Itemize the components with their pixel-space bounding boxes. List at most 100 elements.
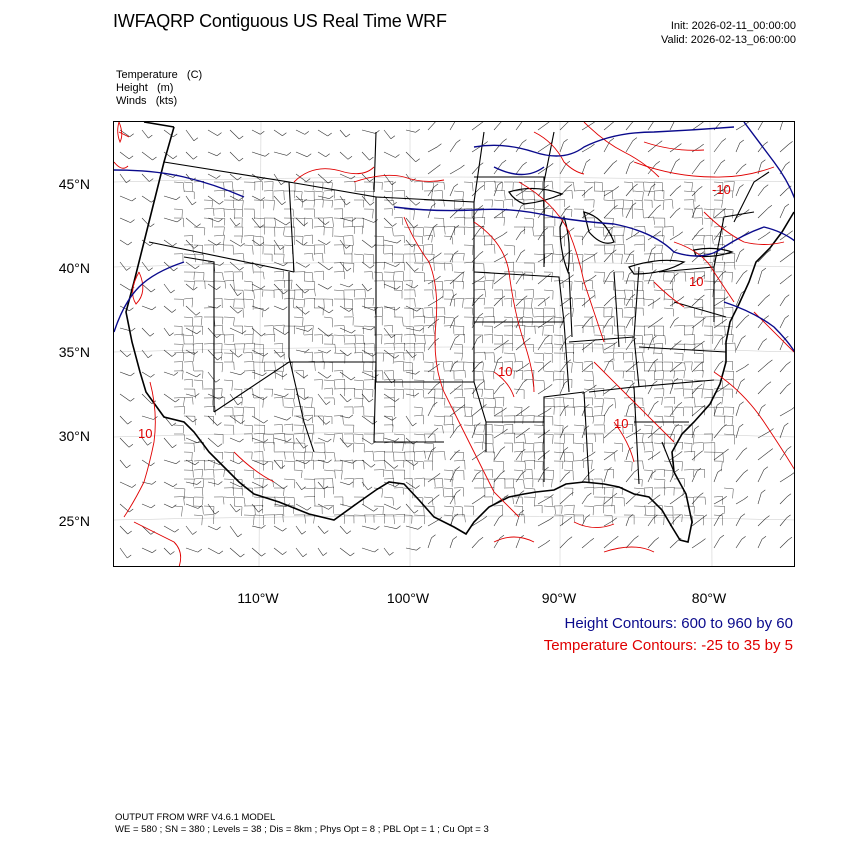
county-line [333, 460, 343, 471]
wind-barb-flag [476, 422, 481, 427]
wind-barb-flag [346, 530, 352, 535]
wind-barb-flag [547, 253, 553, 257]
county-line [633, 235, 645, 244]
wind-barb [163, 437, 173, 448]
wind-barb-flag [497, 356, 503, 361]
wind-barb-flag [694, 425, 699, 430]
county-line [593, 496, 605, 506]
county-line [383, 388, 395, 398]
county-line [723, 271, 733, 283]
wind-barb-flag [658, 317, 663, 321]
wind-barb [207, 547, 220, 555]
county-line [423, 226, 435, 238]
wind-barb-flag [303, 444, 308, 449]
wind-barb [493, 473, 502, 483]
wind-barb-flag [367, 486, 373, 491]
wind-barb [647, 186, 652, 197]
wind-barb [779, 539, 789, 549]
wind-barb [361, 503, 374, 512]
wind-barb [691, 386, 699, 395]
county-line [543, 217, 556, 227]
county-line [233, 487, 243, 496]
county-line [553, 451, 565, 462]
wind-barb-flag [592, 274, 597, 279]
county-line [513, 325, 526, 336]
wind-barb [515, 232, 522, 241]
county-line [583, 181, 595, 191]
wind-barb [647, 517, 654, 527]
county-line [504, 181, 514, 191]
wind-barb-flag [654, 400, 659, 405]
wind-barb-flag [218, 481, 223, 485]
wind-barb [779, 517, 787, 527]
county-line [614, 370, 624, 379]
county-line [343, 424, 355, 433]
wind-barb [207, 239, 217, 246]
county-line [333, 217, 345, 228]
county-line [333, 208, 343, 219]
county-line [323, 505, 334, 514]
county-line [424, 433, 436, 442]
county-line [523, 415, 535, 423]
county-line [273, 280, 285, 288]
wind-barb-flag [327, 285, 332, 290]
county-line [523, 289, 534, 299]
wind-barb [141, 129, 149, 139]
county-line [403, 352, 415, 361]
county-line [313, 181, 324, 191]
county-line [703, 442, 716, 452]
county-line [173, 217, 185, 228]
wind-barb-flag [437, 252, 442, 257]
wind-barb-flag [127, 530, 132, 535]
wind-barb [185, 525, 193, 535]
county-line [463, 244, 474, 256]
wind-barb-flag [478, 205, 484, 209]
wind-barb [383, 503, 397, 510]
county-line [453, 379, 463, 389]
wind-barb-flag [261, 332, 266, 337]
county-line [193, 469, 204, 478]
county-line [413, 334, 426, 345]
county-line [413, 477, 425, 487]
county-line [363, 307, 376, 315]
county-line [633, 208, 644, 219]
county-line [293, 235, 304, 245]
county-line [583, 406, 593, 417]
wind-barb-flag [519, 510, 525, 514]
wind-barb [273, 129, 283, 137]
county-line [173, 333, 185, 345]
county-line [573, 298, 585, 308]
wind-barb-flag [412, 422, 417, 427]
county-line [483, 244, 496, 254]
wind-barb-flag [502, 138, 507, 143]
county-line [503, 496, 514, 505]
wind-barb [559, 230, 571, 241]
county-line [623, 289, 633, 299]
county-line [263, 181, 274, 190]
county-line [563, 190, 573, 199]
county-line [363, 253, 374, 265]
wind-barb [141, 261, 149, 271]
county-line [373, 306, 383, 317]
wind-barb [779, 386, 787, 395]
wind-barb [691, 364, 700, 373]
county-line [503, 244, 515, 256]
wind-barb-flag [263, 396, 268, 400]
wind-barb [251, 327, 262, 337]
wind-barb [603, 229, 611, 241]
county-line [184, 343, 195, 355]
county-line [333, 325, 345, 333]
county-line [533, 253, 545, 264]
county-line [223, 478, 234, 490]
wind-barb [119, 217, 131, 223]
wind-barb [779, 318, 786, 329]
wind-barb-flag [499, 534, 505, 539]
county-line [213, 190, 225, 198]
county-line [523, 271, 533, 281]
wind-barb [691, 207, 697, 219]
wind-barb-flag [262, 372, 267, 376]
county-line [363, 379, 375, 390]
wind-barb [735, 251, 741, 263]
wind-barb [669, 427, 676, 439]
wind-barb [141, 525, 152, 535]
